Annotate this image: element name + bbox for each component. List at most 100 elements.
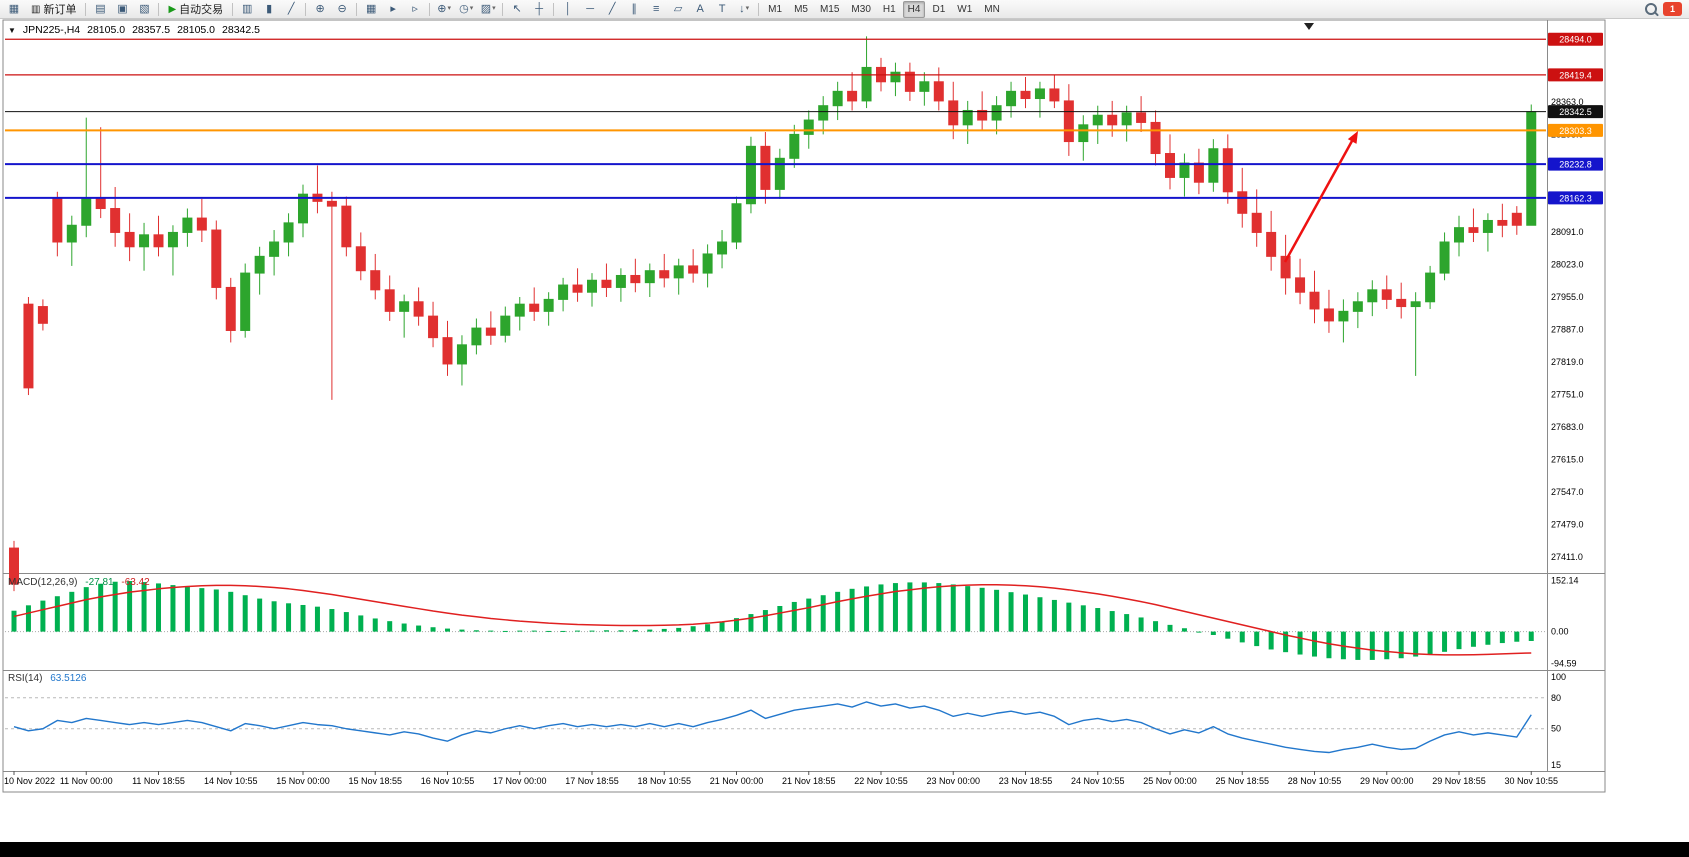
fibonacci-icon[interactable]: ≡ <box>652 3 660 15</box>
svg-text:27955.0: 27955.0 <box>1551 292 1584 302</box>
svg-text:28232.8: 28232.8 <box>1559 160 1592 170</box>
text-label-icon[interactable]: T <box>718 3 726 15</box>
svg-text:0.00: 0.00 <box>1551 627 1569 637</box>
horizontal-line-icon[interactable]: ─ <box>586 3 595 15</box>
svg-text:11 Nov 18:55: 11 Nov 18:55 <box>132 776 185 786</box>
svg-text:17 Nov 18:55: 17 Nov 18:55 <box>565 776 619 786</box>
macd-signal-line <box>13 584 1532 656</box>
price-badge-28162.3: 28162.3 <box>1548 191 1603 205</box>
timeframe-d1[interactable]: D1 <box>932 3 946 15</box>
autotrading-button[interactable]: ▶ 自动交易 <box>168 3 224 17</box>
macd-scale[interactable]: 152.14 0.00 -94.59 <box>1551 575 1579 668</box>
text-icon[interactable]: A <box>696 3 704 15</box>
svg-text:22 Nov 10:55: 22 Nov 10:55 <box>854 776 908 786</box>
svg-text:27683.0: 27683.0 <box>1551 422 1584 432</box>
timeframe-w1[interactable]: W1 <box>957 3 973 15</box>
auto-scroll-icon[interactable]: ▸ <box>390 3 396 15</box>
svg-text:28342.5: 28342.5 <box>1559 107 1592 117</box>
templates-icon[interactable]: ▨ ▾ <box>480 3 496 15</box>
svg-text:24 Nov 10:55: 24 Nov 10:55 <box>1071 776 1125 786</box>
zoom-out-icon[interactable]: ⊖ <box>337 3 347 15</box>
timeframe-h4[interactable]: H4 <box>902 0 926 18</box>
svg-text:28363.0: 28363.0 <box>1551 97 1584 107</box>
toolbar-separator <box>305 2 307 16</box>
collapse-triangle-icon[interactable]: ▼ <box>8 25 16 35</box>
new-chart-icon[interactable]: ▦ <box>8 3 20 15</box>
candlestick-chart-icon[interactable]: ▮ <box>266 3 273 15</box>
ohlc-open: 28105.0 <box>87 24 126 36</box>
chart-title-bar: ▼ JPN225-,H4 28105.0 28357.5 28105.0 283… <box>8 24 260 36</box>
rsi-scale[interactable]: 100 80 50 15 <box>1551 672 1566 770</box>
data-window-icon[interactable]: ▧ <box>139 3 150 15</box>
svg-text:28162.3: 28162.3 <box>1559 193 1592 203</box>
timeframe-m1[interactable]: M1 <box>768 3 783 15</box>
indicators-icon[interactable]: ⊕ ▾ <box>437 3 452 15</box>
svg-text:27751.0: 27751.0 <box>1551 390 1584 400</box>
svg-text:11 Nov 00:00: 11 Nov 00:00 <box>60 776 113 786</box>
svg-text:80: 80 <box>1551 693 1561 703</box>
price-badge-28494.0: 28494.0 <box>1548 32 1603 46</box>
svg-text:100: 100 <box>1551 672 1566 682</box>
svg-text:27411.0: 27411.0 <box>1551 552 1583 562</box>
zoom-in-icon[interactable]: ⊕ <box>315 3 325 15</box>
svg-text:23 Nov 18:55: 23 Nov 18:55 <box>999 776 1053 786</box>
shapes-icon[interactable]: ▱ <box>673 3 683 15</box>
bottom-black-bar <box>0 842 1689 857</box>
tile-windows-icon[interactable]: ▦ <box>365 3 377 15</box>
profiles-icon[interactable]: ▤ <box>95 3 106 15</box>
svg-text:28023.0: 28023.0 <box>1551 259 1584 269</box>
toolbar-separator <box>158 2 160 16</box>
bar-chart-icon[interactable]: ▥ <box>241 3 253 15</box>
time-axis[interactable]: 10 Nov 2022 11 Nov 00:00 11 Nov 18:55 14 No… <box>4 771 1558 786</box>
chart-window-border <box>2 19 1606 793</box>
line-chart-icon[interactable]: ╱ <box>287 3 295 15</box>
macd-histogram <box>11 581 1534 660</box>
svg-text:28303.3: 28303.3 <box>1559 126 1592 136</box>
svg-text:28419.4: 28419.4 <box>1559 70 1592 80</box>
macd-indicator-header: MACD(12,26,9) -27.81 -63.42 <box>8 577 150 588</box>
notification-badge[interactable]: 1 <box>1663 2 1682 16</box>
print-icon[interactable]: ▣ <box>117 3 128 15</box>
timeframe-h1[interactable]: H1 <box>882 3 896 15</box>
svg-text:25 Nov 18:55: 25 Nov 18:55 <box>1215 776 1269 786</box>
macd-label: MACD(12,26,9) <box>8 577 78 588</box>
rsi-value: 63.5126 <box>50 673 87 684</box>
chart-shift-marker[interactable] <box>1304 23 1314 30</box>
chart-shift-icon[interactable]: ▹ <box>412 3 418 15</box>
trend-arrow[interactable] <box>1283 131 1358 263</box>
price-badge-28303.3: 28303.3 <box>1548 123 1603 137</box>
vertical-line-icon[interactable]: │ <box>564 3 572 15</box>
svg-text:16 Nov 10:55: 16 Nov 10:55 <box>421 776 475 786</box>
ohlc-high: 28357.5 <box>132 24 171 36</box>
price-badge-28342.5: 28342.5 <box>1548 105 1603 119</box>
equidistant-channel-icon[interactable]: ∥ <box>631 3 637 15</box>
cursor-icon[interactable]: ↖ <box>512 3 522 15</box>
trendline-icon[interactable]: ╱ <box>608 3 616 15</box>
toolbar-separator <box>356 2 358 16</box>
ohlc-low: 28105.0 <box>177 24 216 36</box>
timeframe-m5[interactable]: M5 <box>794 3 808 15</box>
arrows-icon[interactable]: ↓ ▾ <box>739 3 750 15</box>
crosshair-icon[interactable]: ┼ <box>535 3 544 15</box>
toolbar-separator <box>758 2 760 16</box>
svg-text:27887.0: 27887.0 <box>1551 325 1584 335</box>
svg-text:23 Nov 00:00: 23 Nov 00:00 <box>926 776 980 786</box>
timeframe-mn[interactable]: MN <box>984 3 1000 15</box>
toolbar-separator <box>85 2 87 16</box>
new-order-button[interactable]: ▥ 新订单 <box>31 3 77 17</box>
periods-icon[interactable]: ◷ ▾ <box>459 3 474 15</box>
svg-text:15 Nov 18:55: 15 Nov 18:55 <box>348 776 402 786</box>
toolbar-separator <box>232 2 234 16</box>
candlesticks <box>9 36 1537 592</box>
svg-text:27547.0: 27547.0 <box>1551 487 1584 497</box>
svg-text:18 Nov 10:55: 18 Nov 10:55 <box>637 776 691 786</box>
timeframe-m30[interactable]: M30 <box>851 3 871 15</box>
svg-text:30 Nov 10:55: 30 Nov 10:55 <box>1504 776 1558 786</box>
toolbar-separator <box>553 2 555 16</box>
svg-text:14 Nov 10:55: 14 Nov 10:55 <box>204 776 258 786</box>
search-icon[interactable] <box>1645 3 1657 15</box>
svg-text:29 Nov 18:55: 29 Nov 18:55 <box>1432 776 1486 786</box>
timeframe-m15[interactable]: M15 <box>819 3 840 15</box>
toolbar-separator <box>502 2 504 16</box>
svg-text:21 Nov 00:00: 21 Nov 00:00 <box>710 776 764 786</box>
